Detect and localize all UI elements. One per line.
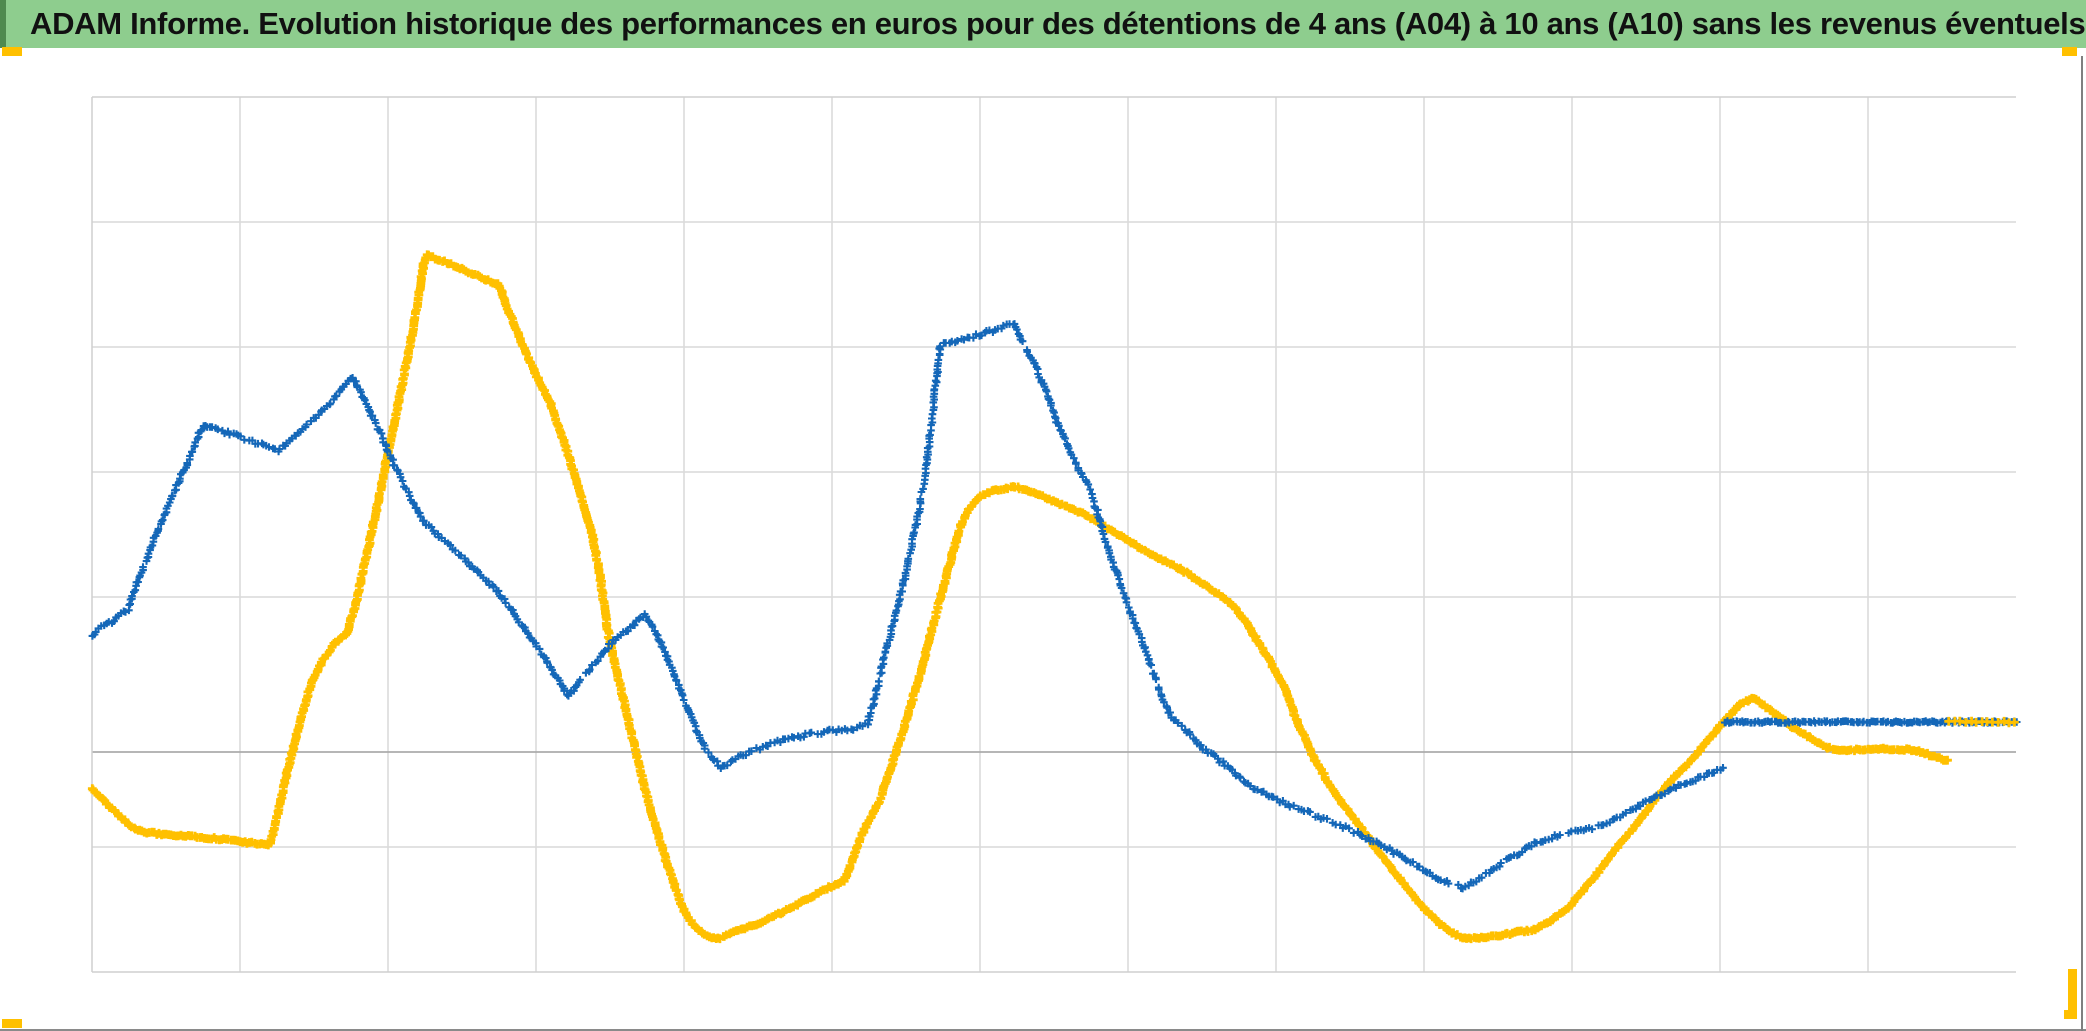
blue-series-markers[interactable]: [88, 320, 1727, 893]
yellow-series-markers[interactable]: [1944, 716, 2019, 728]
yellow-series-markers[interactable]: [87, 250, 1952, 944]
selection-corner-top-right: [2062, 47, 2077, 56]
title-cell[interactable]: ADAM Informe. Evolution historique des p…: [0, 0, 2086, 48]
selection-corner-bottom-right: [2064, 969, 2077, 1019]
chart-title: ADAM Informe. Evolution historique des p…: [30, 6, 2086, 41]
selection-corner-top-left: [2, 47, 22, 56]
sheet-edge-right: [2081, 56, 2083, 1031]
selection-corner-bottom-left: [2, 1019, 22, 1028]
sheet-edge-bottom: [0, 1029, 2086, 1031]
